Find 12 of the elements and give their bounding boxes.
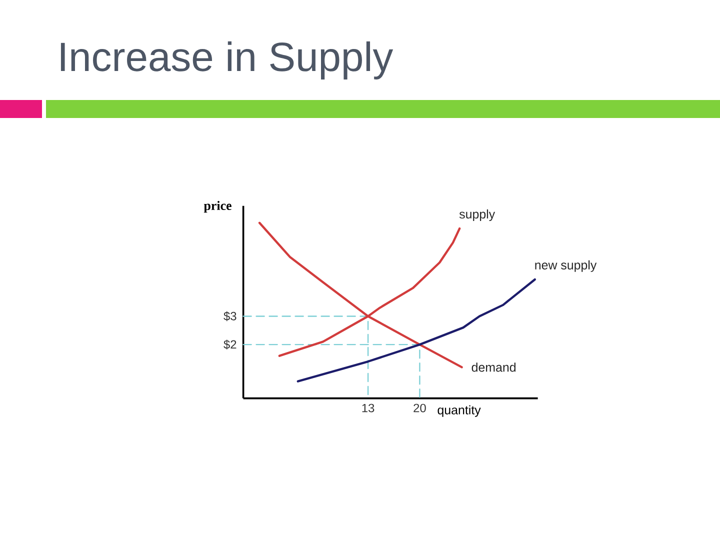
- series-label: supply: [459, 209, 496, 222]
- line-series: [296, 278, 536, 382]
- x-tick-label: 13: [362, 404, 374, 412]
- x-axis-title: quantity: [438, 405, 481, 417]
- y-tick-label: $3: [224, 311, 236, 322]
- y-axis-title: price: [204, 200, 232, 213]
- line-series: [258, 222, 463, 368]
- series-label: new supply: [535, 260, 597, 272]
- series-label: demand: [472, 362, 516, 372]
- chart-title: Increase in Supply: [60, 41, 394, 80]
- x-tick-label: 20: [414, 404, 426, 412]
- y-tick-label: $2: [224, 340, 236, 350]
